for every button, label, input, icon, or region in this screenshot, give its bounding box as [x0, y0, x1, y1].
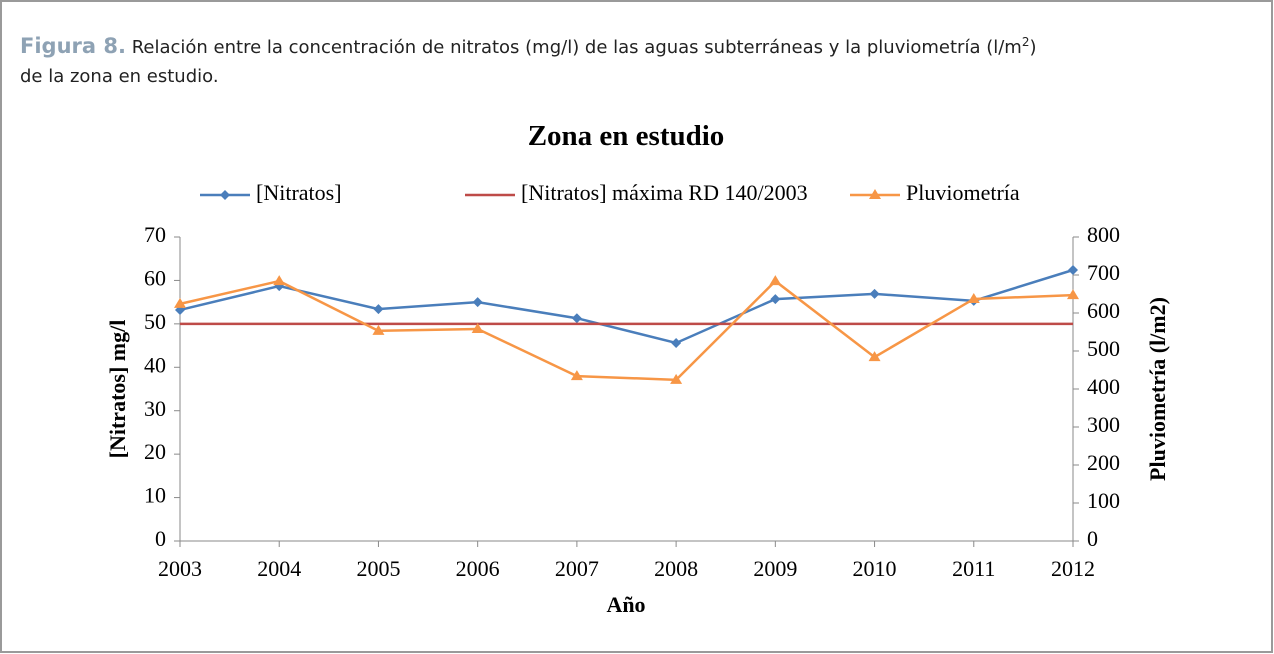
y2-tick-label: 500 [1087, 336, 1120, 361]
y2-tick-label: 400 [1087, 374, 1120, 399]
caption-line2: de la zona en estudio. [20, 66, 219, 87]
point [472, 297, 483, 308]
x-tick-label: 2011 [952, 556, 995, 581]
x-tick-label: 2004 [257, 556, 301, 581]
y-tick-label: 20 [144, 439, 166, 464]
x-tick-label: 2012 [1051, 556, 1095, 581]
y-tick-label: 60 [144, 265, 166, 290]
x-tick-label: 2008 [654, 556, 698, 581]
y-axis-title: [Nitratos] mg/l [105, 320, 130, 459]
x-tick-label: 2010 [853, 556, 897, 581]
series-line [179, 279, 1074, 382]
legend-label: [Nitratos] máxima RD 140/2003 [521, 180, 808, 205]
chart-title: Zona en estudio [528, 120, 725, 152]
point [769, 275, 782, 286]
caption-label: Figura 8. [20, 34, 126, 58]
point [868, 351, 881, 362]
y2-tick-label: 300 [1087, 412, 1120, 437]
point [372, 324, 385, 335]
y2-tick-label: 700 [1087, 260, 1120, 285]
point [373, 304, 384, 315]
x-tick-label: 2009 [753, 556, 797, 581]
point [174, 297, 186, 308]
point [1068, 265, 1078, 276]
y-tick-label: 50 [144, 309, 166, 334]
point [570, 370, 583, 381]
legend-label: [Nitratos] [256, 180, 342, 205]
y2-axis-title: Pluviometría (l/m2) [1145, 297, 1170, 481]
point [471, 322, 484, 333]
caption-line1: Figura 8. Relación entre la concentració… [20, 34, 1037, 58]
y2-tick-label: 0 [1087, 526, 1098, 551]
x-tick-label: 2003 [158, 556, 202, 581]
series-line [179, 268, 1074, 345]
y2-tick-label: 200 [1087, 450, 1120, 475]
caption-text: ) [1029, 37, 1036, 58]
y2-tick-label: 100 [1087, 488, 1120, 513]
y-tick-label: 10 [144, 483, 166, 508]
x-axis-title: Año [606, 592, 645, 617]
x-tick-label: 2005 [356, 556, 400, 581]
point [967, 292, 980, 303]
point [571, 313, 582, 324]
point [1067, 289, 1079, 300]
point [869, 189, 881, 199]
point [770, 294, 781, 305]
y2-tick-label: 800 [1087, 222, 1120, 247]
point [671, 337, 682, 348]
caption-text: Relación entre la concentración de nitra… [126, 37, 1022, 58]
x-tick-label: 2006 [456, 556, 500, 581]
legend-label: Pluviometría [906, 180, 1020, 205]
x-tick-label: 2007 [555, 556, 599, 581]
y-tick-label: 40 [144, 352, 166, 377]
point [869, 288, 880, 299]
point [273, 275, 286, 286]
point [220, 190, 230, 200]
caption-sup: 2 [1022, 35, 1030, 49]
y2-tick-label: 600 [1087, 298, 1120, 323]
point [670, 373, 683, 384]
y-tick-label: 30 [144, 396, 166, 421]
y-tick-label: 70 [144, 222, 166, 247]
y-tick-label: 0 [155, 526, 166, 551]
